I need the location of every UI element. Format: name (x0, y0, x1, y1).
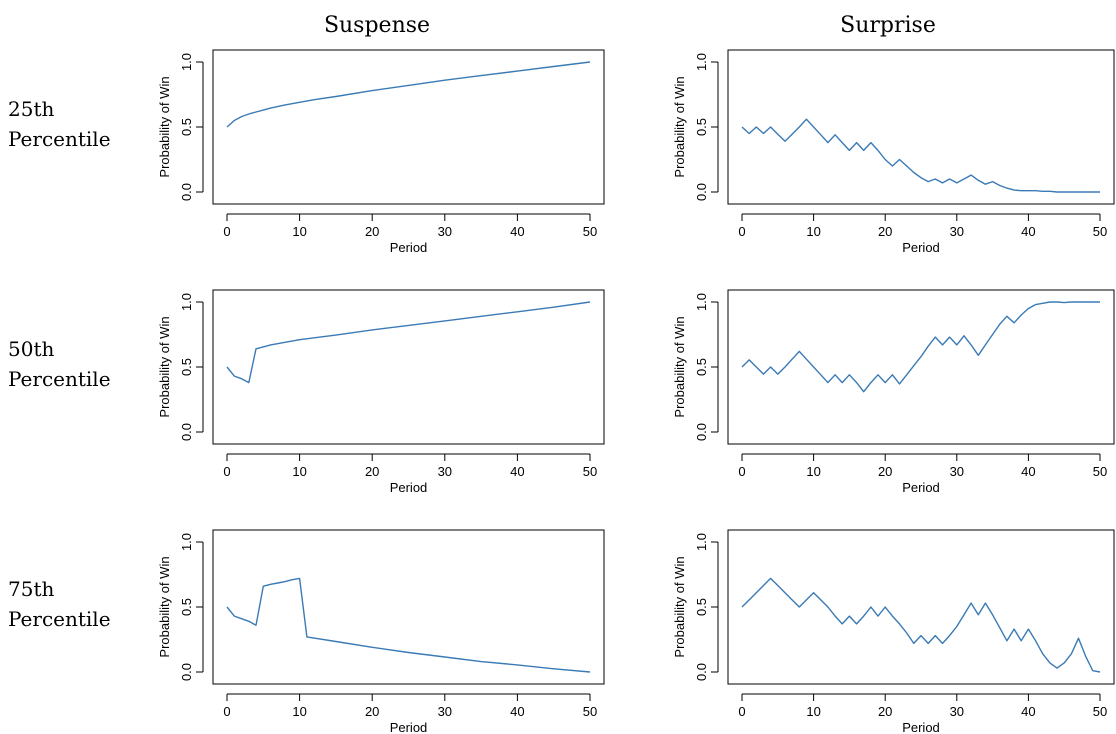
row-label-75th-line1: 75th (8, 577, 54, 601)
x-tick-label: 50 (1093, 704, 1107, 719)
x-axis-title: Period (902, 480, 940, 495)
series-line (226, 301, 591, 384)
x-tick-label: 10 (806, 464, 820, 479)
x-tick-label: 0 (223, 464, 230, 479)
y-tick-label: 0.0 (694, 183, 709, 201)
y-tick-label: 1.0 (179, 53, 194, 71)
plot-frame (212, 289, 605, 445)
plot-frame (212, 49, 605, 205)
y-tick-label: 1.0 (694, 533, 709, 551)
x-tick-label: 0 (223, 224, 230, 239)
y-tick-label: 1.0 (694, 293, 709, 311)
x-axis-title: Period (390, 480, 428, 495)
x-tick-label: 40 (510, 704, 524, 719)
y-axis-title: Probability of Win (157, 316, 172, 417)
row-label-25th-line2: Percentile (8, 127, 111, 151)
y-axis-title: Probability of Win (672, 556, 687, 657)
y-tick-label: 0.0 (179, 183, 194, 201)
y-tick-label: 0.5 (694, 118, 709, 136)
column-title-surprise: Surprise (840, 13, 936, 38)
y-tick-label: 0.5 (694, 358, 709, 376)
plot-frame (727, 49, 1115, 205)
y-tick-label: 0.5 (179, 358, 194, 376)
y-axis-title: Probability of Win (157, 556, 172, 657)
y-tick-label: 1.0 (179, 533, 194, 551)
x-tick-label: 0 (738, 464, 745, 479)
x-axis-title: Period (390, 720, 428, 734)
x-tick-label: 40 (1021, 704, 1035, 719)
x-tick-label: 20 (878, 464, 892, 479)
x-tick-label: 10 (292, 464, 306, 479)
x-axis-title: Period (902, 240, 940, 255)
chart-panel-3: 0 10 20 30 40 50 Period 0.0 0.5 1.0 Probability of… (157, 289, 605, 495)
x-tick-label: 50 (1093, 464, 1107, 479)
x-tick-label: 20 (365, 704, 379, 719)
x-tick-label: 40 (510, 224, 524, 239)
row-label-50th-line2: Percentile (8, 367, 111, 391)
x-tick-label: 50 (583, 464, 597, 479)
x-tick-label: 40 (1021, 224, 1035, 239)
x-tick-label: 30 (950, 704, 964, 719)
chart-panel-2: 0 10 20 30 40 50 Period 0.0 0.5 1.0 Probability of… (672, 49, 1115, 255)
plot-frame (212, 529, 605, 685)
y-tick-label: 0.0 (179, 423, 194, 441)
x-tick-label: 20 (365, 464, 379, 479)
x-tick-label: 20 (878, 704, 892, 719)
y-tick-label: 0.5 (694, 598, 709, 616)
plot-frame (727, 529, 1115, 685)
x-tick-label: 30 (438, 464, 452, 479)
row-label-25th-line1: 25th (8, 97, 54, 121)
x-axis-title: Period (902, 720, 940, 734)
y-tick-label: 0.0 (694, 423, 709, 441)
x-tick-label: 40 (510, 464, 524, 479)
x-tick-label: 50 (1093, 224, 1107, 239)
y-tick-label: 0.5 (179, 118, 194, 136)
x-tick-label: 50 (583, 704, 597, 719)
x-tick-label: 30 (950, 224, 964, 239)
series-line (741, 118, 1100, 193)
row-label-75th-line2: Percentile (8, 607, 111, 631)
x-tick-label: 10 (806, 704, 820, 719)
chart-panels: 0 10 20 30 40 50 Period 0.0 0.5 1.0 Probability of… (157, 49, 1115, 734)
y-tick-label: 0.5 (179, 598, 194, 616)
x-tick-label: 40 (1021, 464, 1035, 479)
y-tick-label: 1.0 (179, 293, 194, 311)
x-tick-label: 30 (438, 704, 452, 719)
x-tick-label: 30 (438, 224, 452, 239)
x-tick-label: 0 (738, 704, 745, 719)
row-label-50th-line1: 50th (8, 337, 54, 361)
y-tick-label: 0.0 (694, 663, 709, 681)
x-tick-label: 20 (365, 224, 379, 239)
column-title-suspense: Suspense (324, 13, 430, 38)
series-line (226, 61, 591, 128)
x-tick-label: 0 (223, 704, 230, 719)
x-tick-label: 0 (738, 224, 745, 239)
chart-panel-5: 0 10 20 30 40 50 Period 0.0 0.5 1.0 Probability of… (157, 529, 605, 734)
series-line (226, 577, 591, 673)
y-tick-label: 1.0 (694, 53, 709, 71)
chart-panel-1: 0 10 20 30 40 50 Period 0.0 0.5 1.0 Probability of… (157, 49, 605, 255)
y-tick-label: 0.0 (179, 663, 194, 681)
x-tick-label: 10 (292, 704, 306, 719)
x-tick-label: 30 (950, 464, 964, 479)
series-line (741, 301, 1100, 393)
y-axis-title: Probability of Win (672, 76, 687, 177)
y-axis-title: Probability of Win (157, 76, 172, 177)
x-axis-title: Period (390, 240, 428, 255)
chart-panel-6: 0 10 20 30 40 50 Period 0.0 0.5 1.0 Probability of… (672, 529, 1115, 734)
y-axis-title: Probability of Win (672, 316, 687, 417)
plot-frame (727, 289, 1115, 445)
x-tick-label: 20 (878, 224, 892, 239)
x-tick-label: 10 (292, 224, 306, 239)
chart-panel-4: 0 10 20 30 40 50 Period 0.0 0.5 1.0 Probability of… (672, 289, 1115, 495)
series-line (741, 577, 1101, 673)
x-tick-label: 10 (806, 224, 820, 239)
x-tick-label: 50 (583, 224, 597, 239)
